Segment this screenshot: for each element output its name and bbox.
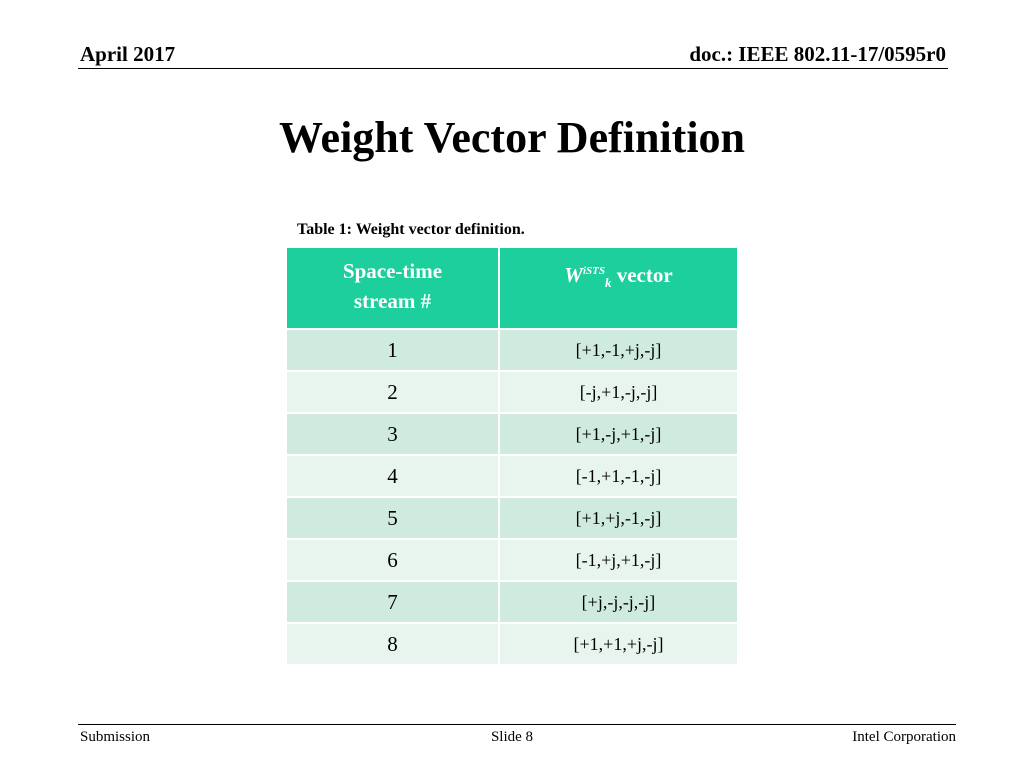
footer-submission: Submission: [80, 729, 151, 745]
header-date: April 2017: [80, 42, 176, 66]
weight-superscript: iSTS: [582, 265, 605, 277]
weight-vector-value: [+1,+1,+j,-j]: [498, 622, 739, 666]
table-row: 7 [+j,-j,-j,-j]: [285, 580, 739, 624]
weight-vector-value: [-1,+j,+1,-j]: [498, 538, 739, 582]
footer-company: Intel Corporation: [852, 729, 956, 745]
weight-subscript: k: [604, 275, 612, 290]
table-caption: Table 1: Weight vector definition.: [297, 221, 525, 238]
table-row: 3 [+1,-j,+1,-j]: [285, 412, 739, 456]
footer-slide-number: Slide 8: [490, 729, 534, 745]
stream-number: 6: [285, 538, 500, 582]
header-divider: [78, 68, 948, 69]
stream-number: 1: [285, 328, 500, 372]
weight-vector-value: [+1,+j,-1,-j]: [498, 496, 739, 540]
weight-vector-value: [+1,-1,+j,-j]: [498, 328, 739, 372]
table-row: 2 [-j,+1,-j,-j]: [285, 370, 739, 414]
stream-number: 2: [285, 370, 500, 414]
table-row: 1 [+1,-1,+j,-j]: [285, 328, 739, 372]
table-row: 6 [-1,+j,+1,-j]: [285, 538, 739, 582]
table-row: 4 [-1,+1,-1,-j]: [285, 454, 739, 498]
header-space-time-stream: Space-time stream #: [285, 246, 500, 330]
weight-vector-value: [-1,+1,-1,-j]: [498, 454, 739, 498]
weight-header-suffix: vector: [611, 263, 673, 287]
weight-vector-value: [+j,-j,-j,-j]: [498, 580, 739, 624]
footer-divider: [78, 724, 956, 725]
weight-symbol: W: [564, 263, 583, 287]
table-row: 5 [+1,+j,-1,-j]: [285, 496, 739, 540]
header-doc-id: doc.: IEEE 802.11-17/0595r0: [689, 42, 946, 66]
stream-number: 4: [285, 454, 500, 498]
weight-vector-value: [+1,-j,+1,-j]: [498, 412, 739, 456]
header-weight-vector: WiSTSk vector: [498, 246, 739, 330]
weight-vector-value: [-j,+1,-j,-j]: [498, 370, 739, 414]
stream-number: 3: [285, 412, 500, 456]
table-row: 8 [+1,+1,+j,-j]: [285, 622, 739, 666]
stream-number: 7: [285, 580, 500, 624]
table-header-row: Space-time stream # WiSTSk vector: [285, 246, 739, 330]
stream-number: 5: [285, 496, 500, 540]
stream-number: 8: [285, 622, 500, 666]
slide-title: Weight Vector Definition: [278, 113, 746, 162]
weight-vector-table: Space-time stream # WiSTSk vector 1 [+1,-…: [285, 246, 739, 666]
